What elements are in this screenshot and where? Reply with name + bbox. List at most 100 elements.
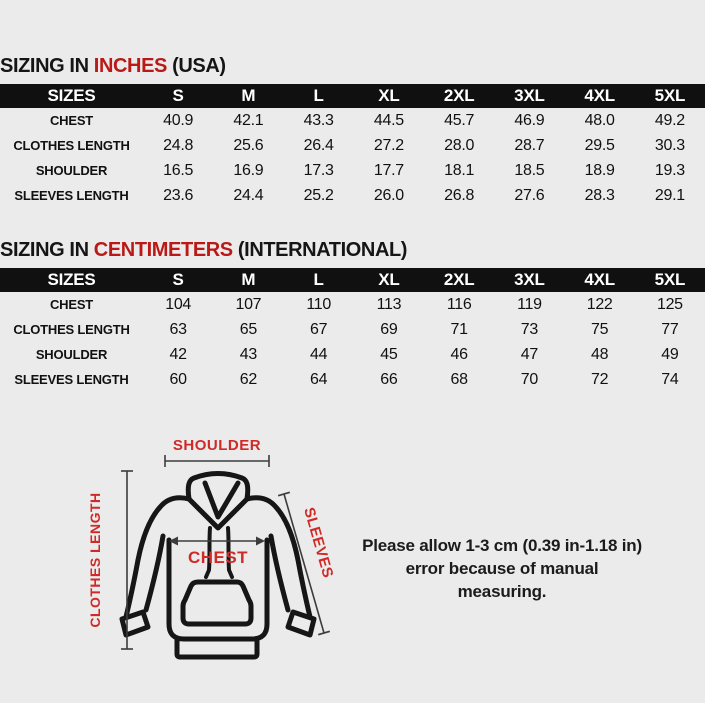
size-value: 40.9	[163, 111, 194, 129]
size-value: 24.8	[163, 136, 194, 154]
size-value: 30.3	[654, 136, 685, 154]
column-header: 5XL	[634, 268, 705, 292]
size-value: 75	[591, 320, 609, 338]
size-value: 29.1	[654, 186, 685, 204]
column-header: 4XL	[564, 268, 635, 292]
size-value: 23.6	[163, 186, 194, 204]
size-value: 65	[239, 320, 258, 338]
table-row: CLOTHES LENGTH 63 65 67 69 71 73 75 77	[0, 317, 705, 342]
size-value: 48	[591, 345, 609, 363]
size-value: 26.4	[303, 136, 334, 154]
size-value: 27.2	[373, 136, 404, 154]
size-value: 46	[450, 345, 469, 363]
size-value: 110	[306, 295, 331, 313]
size-value: 17.7	[373, 161, 404, 179]
size-value: 68	[450, 370, 469, 388]
size-value: 116	[446, 295, 472, 313]
table-row: CHEST 40.9 42.1 43.3 44.5 45.7 46.9 48.0 49.2	[0, 108, 705, 133]
table-row: CHEST 104 107 110 113 116 119 122 125	[0, 292, 705, 317]
size-value: 49.2	[654, 111, 685, 129]
size-value: 28.7	[514, 136, 545, 154]
title-suffix: (USA)	[166, 55, 226, 77]
measurement-lines	[121, 455, 331, 650]
column-header: 2XL	[424, 84, 495, 108]
measuring-note: Please allow 1-3 cm (0.39 in-1.18 in) er…	[360, 534, 644, 603]
hoodie-icon	[119, 471, 317, 660]
column-header: L	[283, 84, 354, 108]
row-label: CLOTHES LENGTH	[13, 322, 130, 337]
size-value: 62	[239, 370, 258, 388]
inches-section-title: SIZING IN INCHES (USA)	[0, 55, 226, 78]
size-value: 125	[656, 295, 683, 313]
size-value: 71	[450, 320, 469, 338]
size-value: 18.9	[584, 161, 615, 179]
size-value: 25.2	[303, 186, 334, 204]
column-header: SIZES	[0, 268, 143, 292]
row-label: CLOTHES LENGTH	[13, 138, 130, 153]
size-value: 64	[310, 370, 328, 388]
size-value: 66	[380, 370, 398, 388]
measuring-note-line1: Please allow 1-3 cm (0.39 in-1.18 in)	[362, 536, 642, 555]
table-row: SLEEVES LENGTH 23.6 24.4 25.2 26.0 26.8 27.6 28…	[0, 183, 705, 208]
column-header: S	[143, 84, 214, 108]
size-value: 72	[591, 370, 609, 388]
header-row: SIZES S M L XL 2XL 3XL 4XL 5XL	[0, 268, 705, 292]
column-header: L	[283, 268, 354, 292]
size-value: 42	[169, 345, 188, 363]
size-value: 26.8	[444, 186, 475, 204]
size-value: 42.1	[233, 111, 264, 129]
size-value: 46.9	[514, 111, 545, 129]
table-row: SHOULDER 42 43 44 45 46 47 48 49	[0, 342, 705, 367]
size-value: 16.9	[233, 161, 264, 179]
column-header: M	[213, 268, 284, 292]
size-value: 45	[380, 345, 398, 363]
size-value: 45.7	[444, 111, 475, 129]
inches-size-table: SIZES S M L XL 2XL 3XL 4XL 5XL CHEST 40.9 42.1 43.3…	[0, 84, 705, 208]
column-header: 2XL	[424, 268, 495, 292]
size-value: 77	[661, 320, 679, 338]
size-value: 24.4	[233, 186, 264, 204]
size-value: 19.3	[654, 161, 685, 179]
size-value: 17.3	[303, 161, 334, 179]
title-accent-inches: INCHES	[93, 55, 168, 77]
column-header: 3XL	[494, 84, 565, 108]
size-value: 44	[310, 345, 328, 363]
table-row: SLEEVES LENGTH 60 62 64 66 68 70 72 74	[0, 367, 705, 392]
title-accent-centimeters: CENTIMETERS	[93, 239, 233, 261]
column-header: XL	[353, 84, 424, 108]
size-value: 67	[310, 320, 328, 338]
size-value: 69	[380, 320, 398, 338]
column-header: XL	[353, 268, 424, 292]
size-value: 18.1	[444, 161, 475, 179]
column-header: 5XL	[634, 84, 705, 108]
row-label: CHEST	[49, 297, 94, 312]
size-value: 107	[235, 295, 262, 313]
row-label: SLEEVES LENGTH	[14, 188, 129, 203]
table-row: SHOULDER 16.5 16.9 17.3 17.7 18.1 18.5 18.9 19.3	[0, 158, 705, 183]
size-value: 18.5	[514, 161, 545, 179]
size-value: 49	[661, 345, 679, 363]
title-suffix: (INTERNATIONAL)	[232, 239, 408, 261]
row-label: SHOULDER	[35, 163, 108, 178]
row-label: CHEST	[49, 113, 94, 128]
title-prefix: SIZING IN	[0, 55, 94, 77]
size-value: 16.5	[163, 161, 194, 179]
chest-label: CHEST	[188, 548, 248, 567]
column-header: M	[213, 84, 284, 108]
column-header: 3XL	[494, 268, 565, 292]
column-header: 4XL	[564, 84, 635, 108]
cm-size-table: SIZES S M L XL 2XL 3XL 4XL 5XL CHEST 104 107 110 113…	[0, 268, 705, 392]
row-label: SHOULDER	[35, 347, 108, 362]
size-value: 25.6	[233, 136, 264, 154]
size-value: 26.0	[373, 186, 404, 204]
size-value: 28.3	[584, 186, 615, 204]
centimeters-section-title: SIZING IN CENTIMETERS (INTERNATIONAL)	[0, 239, 407, 262]
size-diagram: SHOULDER CLOTHES LENGTH CHEST SLEEVES	[87, 437, 337, 660]
size-value: 70	[520, 370, 539, 388]
size-value: 104	[165, 295, 192, 313]
size-value: 28.0	[444, 136, 475, 154]
row-label: SLEEVES LENGTH	[14, 372, 129, 387]
size-value: 47	[520, 345, 539, 363]
size-value: 29.5	[584, 136, 615, 154]
